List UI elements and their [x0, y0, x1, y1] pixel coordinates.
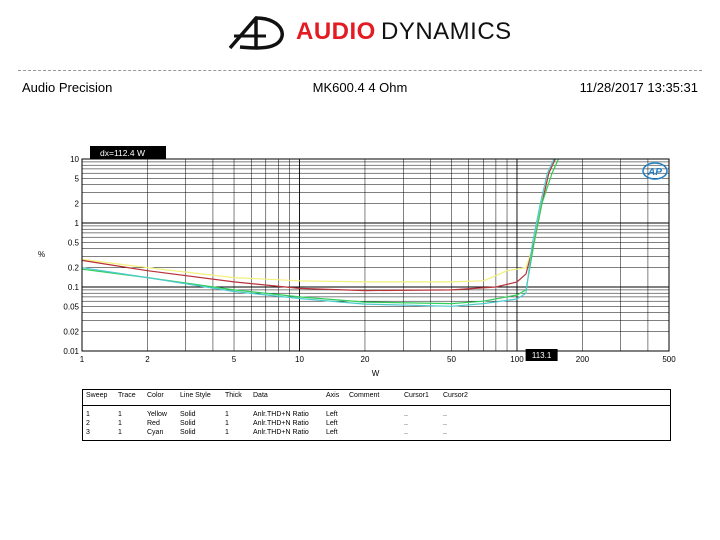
legend-cell: Solid	[180, 420, 196, 427]
legend-header-cell: Cursor2	[443, 392, 468, 399]
x-tick-label: 500	[662, 355, 676, 364]
cursor-delta-box	[90, 146, 166, 159]
legend-cell: 1	[118, 411, 122, 418]
legend-cell: 2	[86, 420, 90, 427]
x-tick-label: 200	[576, 355, 590, 364]
x-axis-label: W	[372, 369, 380, 378]
legend-cell: 1	[118, 429, 122, 436]
plot-area	[82, 159, 669, 351]
y-tick-label: 0.2	[68, 264, 80, 273]
x-tick-label: 10	[295, 355, 304, 364]
audio-dynamics-logo: AUDIO DYNAMICS	[226, 14, 511, 54]
legend-cell: ..	[443, 411, 447, 418]
cursor-value-label: 113.1	[532, 351, 552, 360]
legend-cell: ..	[443, 420, 447, 427]
legend-cell: Cyan	[147, 429, 164, 436]
legend-header-cell: Thick	[225, 392, 242, 399]
legend-cell: Solid	[180, 429, 196, 436]
legend-header-cell: Comment	[349, 392, 380, 399]
y-tick-label: 1	[75, 219, 80, 228]
legend-header-cell: Cursor1	[404, 392, 429, 399]
legend-cell: Anlr.THD+N Ratio	[253, 411, 309, 418]
legend-cell: ..	[404, 429, 408, 436]
legend-divider	[83, 405, 670, 406]
ap-logo-text: AP	[647, 167, 662, 178]
legend-cell: Yellow	[147, 411, 167, 418]
header-divider	[18, 70, 702, 71]
legend-header-cell: Color	[147, 392, 164, 399]
x-tick-label: 2	[145, 355, 150, 364]
cursor-delta-label: dx=112.4 W	[100, 148, 145, 158]
header-left-text: Audio Precision	[22, 80, 113, 95]
x-tick-label: 20	[361, 355, 370, 364]
cursor-value-box	[525, 349, 558, 361]
legend-header-cell: Data	[253, 392, 268, 399]
brand-dynamics-text: DYNAMICS	[381, 18, 512, 45]
legend-cell: ..	[404, 420, 408, 427]
legend-cell: Red	[147, 420, 160, 427]
legend-cell: Left	[326, 420, 338, 427]
legend-cell: Left	[326, 429, 338, 436]
legend-cell: Anlr.THD+N Ratio	[253, 420, 309, 427]
y-tick-label: 5	[75, 174, 80, 183]
legend-cell: 3	[86, 429, 90, 436]
legend-cell: 1	[86, 411, 90, 418]
legend-cell: Solid	[180, 411, 196, 418]
legend-cell: ..	[404, 411, 408, 418]
legend-header-cell: Axis	[326, 392, 340, 399]
x-tick-label: 1	[80, 355, 85, 364]
plot-frame	[81, 158, 670, 352]
y-tick-label: 0.05	[63, 302, 79, 311]
trace-legend-table: Sweep Trace Color Line Style Thick Data Axis Co…	[82, 389, 671, 441]
legend-cell: Left	[326, 411, 338, 418]
brand-audio-text: AUDIO	[296, 18, 376, 45]
y-axis-label: %	[38, 250, 45, 259]
legend-cell: ..	[443, 429, 447, 436]
y-tick-label: 0.1	[68, 283, 80, 292]
legend-cell: 1	[225, 420, 229, 427]
legend-header-cell: Sweep	[86, 392, 108, 399]
ap-logo-icon	[642, 162, 668, 180]
series-line-green	[81, 158, 559, 305]
y-tick-label: 0.01	[63, 347, 79, 356]
x-tick-label: 100	[510, 355, 524, 364]
logo-mark-icon	[228, 16, 284, 50]
y-tick-label: 10	[70, 155, 79, 164]
header-date-text: 11/28/2017 13:35:31	[579, 80, 698, 95]
legend-header-cell: Line Style	[180, 392, 211, 399]
header-center-text: MK600.4 4 Ohm	[312, 80, 408, 95]
x-tick-label: 50	[447, 355, 456, 364]
legend-cell: 1	[118, 420, 122, 427]
legend-cell: Anlr.THD+N Ratio	[253, 429, 309, 436]
y-tick-label: 0.02	[63, 328, 79, 337]
y-tick-label: 0.5	[68, 238, 80, 247]
y-tick-label: 2	[75, 200, 80, 209]
legend-cell: 1	[225, 411, 229, 418]
legend-cell: 1	[225, 429, 229, 436]
legend-header-cell: Trace	[118, 392, 136, 399]
series-line-cyan	[81, 158, 555, 307]
x-tick-label: 5	[232, 355, 237, 364]
